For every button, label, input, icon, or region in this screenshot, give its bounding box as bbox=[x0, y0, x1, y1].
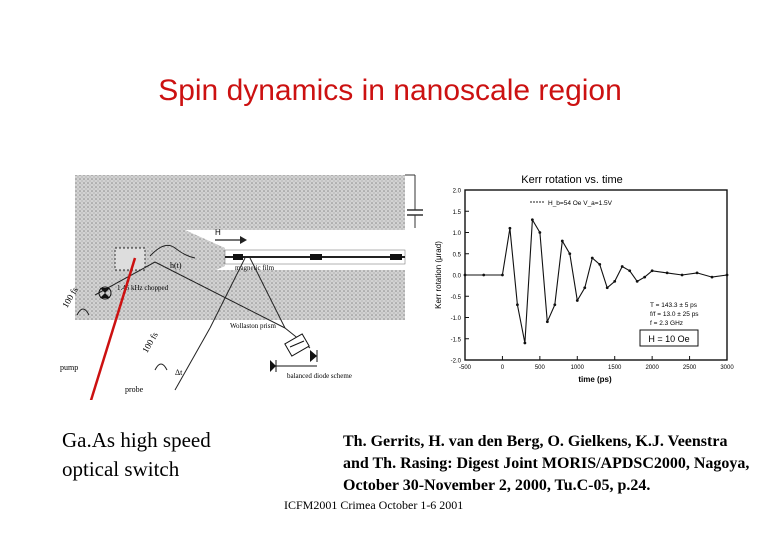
pulse-field-label: h(t) bbox=[170, 261, 182, 270]
x-tick-label: 2000 bbox=[645, 365, 659, 371]
y-tick-label: 1.5 bbox=[453, 210, 462, 216]
data-point bbox=[583, 286, 587, 290]
data-point bbox=[516, 303, 519, 307]
magnetic-film-patch bbox=[233, 254, 243, 260]
x-tick-label: 0 bbox=[501, 365, 505, 371]
fit-param-3: f = 2.3 GHz bbox=[650, 320, 683, 327]
data-point bbox=[545, 320, 549, 324]
data-point bbox=[650, 269, 654, 273]
x-tick-label: 3000 bbox=[720, 365, 734, 371]
data-point bbox=[613, 279, 617, 283]
data-point bbox=[710, 275, 714, 279]
chopper-label: 1.45 kHz chopped bbox=[117, 284, 169, 292]
data-point bbox=[605, 286, 609, 290]
y-tick-label: 0.0 bbox=[453, 274, 462, 280]
diode-icon bbox=[310, 350, 317, 362]
fit-param-1: T = 143.3 ± 5 ps bbox=[650, 302, 698, 309]
pump-label: pump bbox=[60, 363, 78, 372]
field-value-box: H = 10 Oe bbox=[648, 334, 689, 344]
field-label: H bbox=[215, 228, 221, 237]
data-point bbox=[598, 262, 602, 266]
data-point bbox=[620, 265, 624, 268]
data-point bbox=[530, 218, 534, 222]
y-tick-label: 0.5 bbox=[453, 252, 462, 258]
probe-pulse-length: 100 fs bbox=[140, 330, 160, 355]
data-point bbox=[560, 239, 564, 243]
pointer-arrow bbox=[89, 257, 137, 400]
caption-line-2: optical switch bbox=[62, 457, 180, 481]
y-tick-label: -0.5 bbox=[451, 295, 462, 301]
series-kerr-rotation bbox=[465, 217, 728, 344]
data-point bbox=[635, 279, 639, 283]
y-tick-label: -1.0 bbox=[451, 316, 462, 322]
slide-title: Spin dynamics in nanoscale region bbox=[158, 74, 622, 107]
data-point bbox=[695, 271, 699, 275]
data-point bbox=[523, 341, 527, 345]
footer-text: ICFM2001 Crimea October 1-6 2001 bbox=[284, 498, 464, 512]
y-tick-label: 1.0 bbox=[453, 231, 462, 237]
prism-label: Wollaston prism bbox=[230, 322, 276, 330]
caption-line-1: Ga.As high speed bbox=[62, 428, 211, 452]
y-tick-label: -1.5 bbox=[451, 337, 462, 343]
x-tick-label: 2500 bbox=[683, 365, 697, 371]
x-tick-label: 1000 bbox=[571, 365, 585, 371]
detector-label: balanced diode scheme bbox=[287, 372, 352, 380]
probe-label: probe bbox=[125, 385, 144, 394]
data-point bbox=[553, 303, 557, 307]
data-point bbox=[463, 273, 467, 277]
data-point bbox=[508, 226, 512, 230]
x-tick-label: -500 bbox=[459, 365, 472, 371]
caption: Ga.As high speed optical switch bbox=[62, 426, 211, 484]
x-tick-label: 1500 bbox=[608, 365, 622, 371]
x-tick-label: 500 bbox=[535, 365, 546, 371]
setup-figure: H h(t) magnetic film 1.45 kHz chopped 10… bbox=[60, 174, 734, 400]
fit-params-box: T = 143.3 ± 5 ps f/f = 13.0 ± 25 ps f = … bbox=[650, 302, 699, 327]
data-point bbox=[628, 269, 632, 273]
fit-param-2: f/f = 13.0 ± 25 ps bbox=[650, 311, 699, 318]
data-point bbox=[725, 273, 729, 277]
delay-label: Δt bbox=[175, 368, 183, 377]
photoswitch-region bbox=[114, 247, 146, 271]
data-point bbox=[568, 252, 572, 256]
y-tick-label: -2.0 bbox=[451, 359, 462, 365]
substrate-top bbox=[75, 175, 405, 230]
data-point bbox=[665, 271, 669, 275]
data-point bbox=[643, 275, 647, 279]
data-point bbox=[501, 273, 504, 277]
reference-text: Th. Gerrits, H. van den Berg, O. Gielken… bbox=[343, 433, 750, 494]
data-point bbox=[482, 273, 486, 277]
wollaston-prism-icon bbox=[284, 333, 310, 357]
chart-title: Kerr rotation vs. time bbox=[521, 174, 622, 186]
data-point bbox=[575, 299, 579, 302]
y-axis-label: Kerr rotation (μrad) bbox=[434, 241, 443, 309]
x-axis-label: time (ps) bbox=[578, 375, 612, 384]
data-point bbox=[680, 273, 684, 277]
data-point bbox=[538, 231, 542, 234]
chopper-icon bbox=[100, 288, 110, 298]
kerr-chart: Kerr rotation vs. time 2.0 1.5 1.0 0.5 0.0 -0… bbox=[434, 174, 734, 384]
data-point bbox=[590, 256, 594, 260]
legend-entry: H_b=54 Oe V_a=1.5V bbox=[548, 200, 613, 207]
y-tick-label: 2.0 bbox=[453, 189, 462, 195]
